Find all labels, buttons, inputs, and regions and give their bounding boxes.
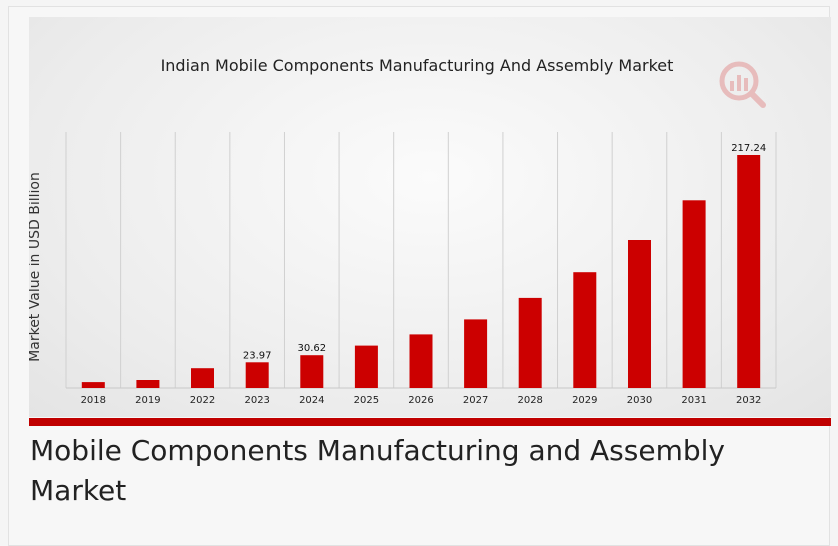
x-tick-label: 2018 bbox=[81, 395, 106, 406]
x-tick-label: 2024 bbox=[299, 395, 324, 406]
bars bbox=[81, 155, 761, 388]
brand-logo-icon bbox=[719, 61, 766, 108]
x-tick-label: 2032 bbox=[736, 395, 761, 406]
bar-2024 bbox=[300, 355, 324, 388]
bar-2019 bbox=[136, 380, 160, 388]
data-label: 217.24 bbox=[731, 143, 766, 154]
chart-title: Indian Mobile Components Manufacturing A… bbox=[161, 56, 674, 75]
bar-2022 bbox=[191, 368, 214, 388]
bar-chart: Indian Mobile Components Manufacturing A… bbox=[27, 56, 777, 406]
chart-area: Indian Mobile Components Manufacturing A… bbox=[27, 17, 831, 417]
y-axis-label: Market Value in USD Billion bbox=[29, 172, 43, 362]
bar-2031 bbox=[682, 200, 706, 388]
x-tick-label: 2031 bbox=[681, 395, 706, 406]
bar-2030 bbox=[628, 240, 651, 388]
data-label: 30.62 bbox=[297, 343, 326, 354]
bar-2026 bbox=[409, 334, 433, 388]
data-labels: 23.97 30.62 217.24 bbox=[243, 143, 766, 361]
x-tick-label: 2019 bbox=[135, 395, 160, 406]
x-tick-label: 2027 bbox=[463, 395, 488, 406]
bar-2025 bbox=[354, 345, 378, 388]
accent-divider bbox=[29, 418, 831, 426]
x-tick-label: 2026 bbox=[408, 395, 433, 406]
x-tick-label: 2022 bbox=[190, 395, 215, 406]
bar-2023 bbox=[245, 362, 269, 388]
x-tick-labels: 2018 2019 2022 2023 2024 2025 2026 2027 2028 2029… bbox=[81, 395, 762, 406]
bar-2028 bbox=[518, 297, 542, 388]
bar-2032 bbox=[737, 155, 761, 388]
data-label: 23.97 bbox=[243, 350, 272, 361]
x-tick-label: 2030 bbox=[627, 395, 652, 406]
x-tick-label: 2029 bbox=[572, 395, 597, 406]
bar-2029 bbox=[573, 272, 597, 388]
x-tick-label: 2025 bbox=[354, 395, 379, 406]
x-tick-label: 2028 bbox=[517, 395, 542, 406]
x-tick-label: 2023 bbox=[244, 395, 269, 406]
grid-lines bbox=[65, 132, 777, 389]
chart-card: Indian Mobile Components Manufacturing A… bbox=[8, 6, 831, 546]
page-caption: Mobile Components Manufacturing and Asse… bbox=[30, 434, 725, 507]
bar-2027 bbox=[464, 319, 488, 388]
bar-2018 bbox=[81, 382, 105, 388]
